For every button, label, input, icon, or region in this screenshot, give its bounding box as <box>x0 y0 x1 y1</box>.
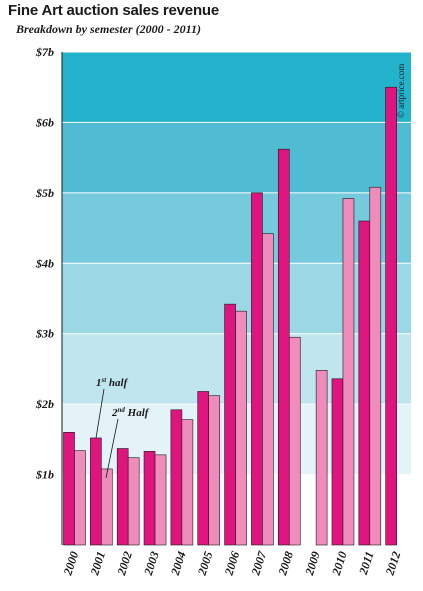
bar-second-half <box>208 395 221 546</box>
bar-second-half <box>342 198 355 546</box>
annotation-first-half: 1st half <box>96 376 129 389</box>
bar-second-half <box>154 454 167 546</box>
bar-first-half <box>358 220 371 546</box>
bar-first-half <box>251 192 263 546</box>
x-tick-label: 2005 <box>194 550 215 578</box>
background-band <box>62 122 411 193</box>
x-tick-label: 2009 <box>302 550 323 578</box>
bar-first-half <box>90 437 102 546</box>
bar-second-half <box>74 450 86 546</box>
bar-second-half <box>101 468 113 546</box>
annotation-second-half: 2nd Half <box>111 406 150 419</box>
x-tick-label: 2010 <box>329 550 350 578</box>
copyright-credit: © artprice.com <box>396 64 406 118</box>
x-tick-label: 2001 <box>87 550 108 578</box>
y-tick-label: $4b <box>35 256 54 270</box>
bar-second-half <box>369 186 382 546</box>
y-tick-label: $5b <box>35 186 54 200</box>
x-tick-label: 2002 <box>114 550 135 578</box>
bar-first-half <box>277 148 290 546</box>
y-tick-label: $2b <box>35 397 54 411</box>
y-tick-label: $3b <box>35 327 54 341</box>
x-tick-label: 2006 <box>221 550 242 578</box>
bar-second-half <box>127 457 140 546</box>
y-tick-label: $6b <box>35 115 54 129</box>
chart-title: Fine Art auction sales revenue <box>8 2 220 19</box>
bar-first-half <box>116 448 129 546</box>
x-tick-label: 2003 <box>141 550 162 578</box>
x-tick-label: 2011 <box>356 550 377 577</box>
bar-second-half <box>181 419 194 546</box>
x-tick-label: 2000 <box>60 550 81 578</box>
bar-second-half <box>262 233 274 546</box>
bar-first-half <box>331 378 344 546</box>
bar-first-half <box>143 451 156 546</box>
bar-first-half <box>63 432 75 546</box>
bar-first-half <box>385 86 397 546</box>
annotation-pointer-second <box>105 418 119 479</box>
y-tick-label: $1b <box>35 468 54 482</box>
chart-subtitle: Breakdown by semester (2000 - 2011) <box>16 22 201 36</box>
x-tick-label: 2012 <box>382 550 403 578</box>
bar-first-half <box>197 391 210 546</box>
bar-second-half <box>288 336 301 546</box>
bar-second-half <box>235 310 247 546</box>
y-tick-label: $7b <box>35 45 54 59</box>
background-band <box>62 52 411 123</box>
bar-first-half <box>170 409 183 546</box>
x-tick-label: 2007 <box>248 549 269 578</box>
x-tick-label: 2004 <box>168 550 189 578</box>
annotation-pointer-first <box>95 388 105 439</box>
x-tick-label: 2008 <box>275 550 296 578</box>
bar-second-half <box>315 370 328 546</box>
bar-first-half <box>224 303 236 546</box>
